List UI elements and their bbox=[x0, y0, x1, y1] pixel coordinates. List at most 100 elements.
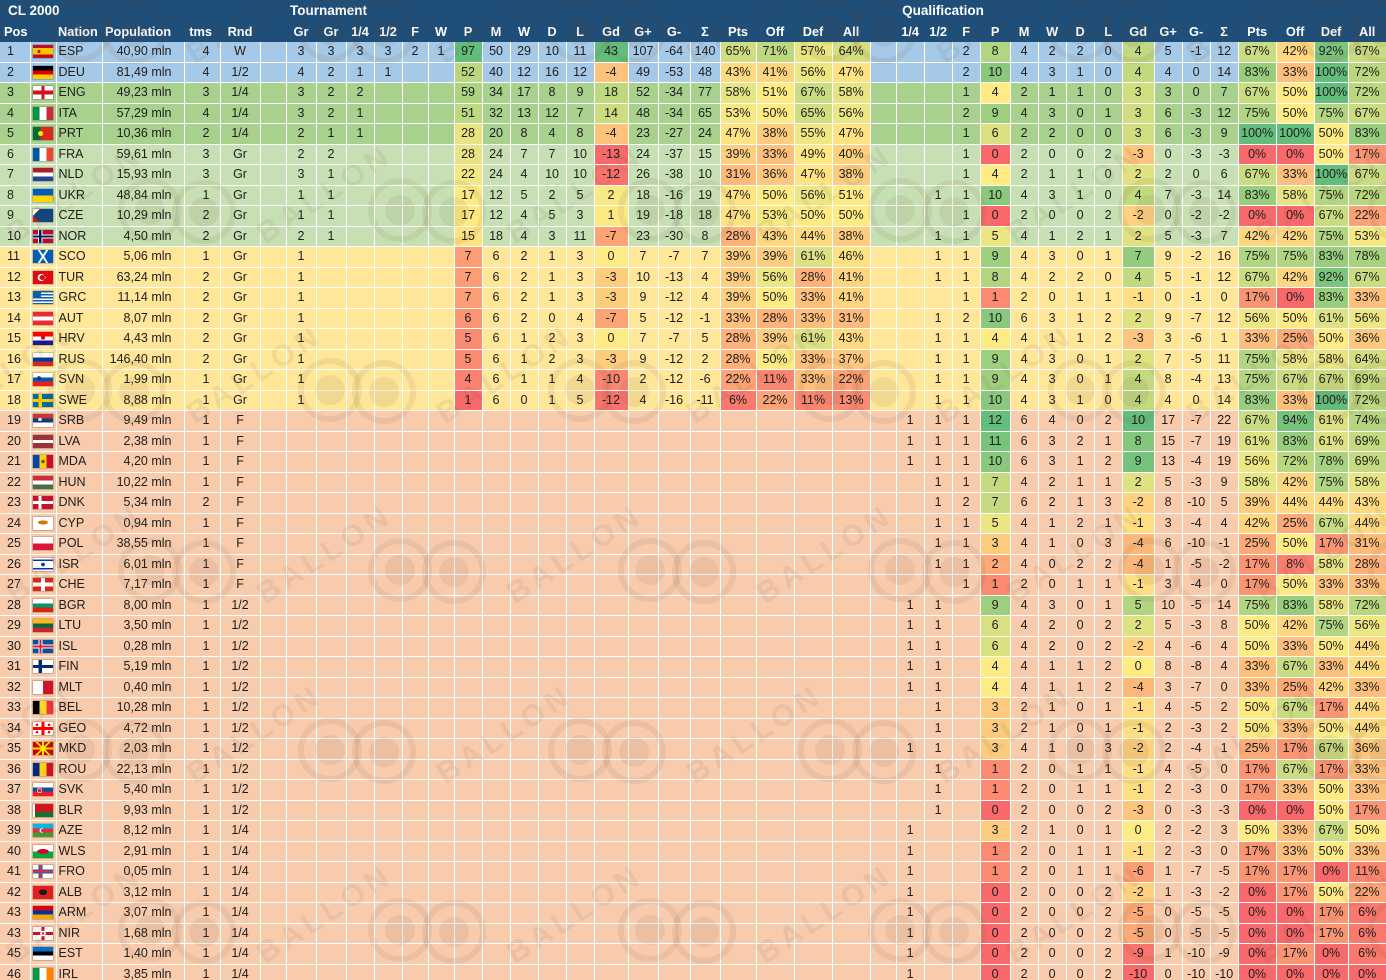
cell-q-off[interactable]: 17% bbox=[1276, 861, 1315, 883]
cell-q-sf[interactable] bbox=[924, 42, 953, 63]
cell-q-l[interactable]: 2 bbox=[1094, 964, 1123, 980]
cell-flag[interactable] bbox=[30, 42, 57, 63]
cell-q-final[interactable]: 1 bbox=[952, 164, 981, 186]
cell-t-d[interactable] bbox=[538, 779, 567, 801]
cell-t-pts[interactable] bbox=[720, 943, 757, 965]
spacer-cell[interactable] bbox=[260, 882, 287, 903]
cell-q-sigma[interactable]: 19 bbox=[1210, 451, 1239, 473]
cell-t-w[interactable] bbox=[510, 451, 539, 473]
cell-q-final[interactable] bbox=[952, 615, 981, 637]
cell-q-gplus[interactable]: 6 bbox=[1154, 533, 1183, 555]
cell-t-def[interactable]: 56% bbox=[794, 185, 833, 206]
cell-t-d[interactable] bbox=[538, 923, 567, 944]
cell-t-w[interactable]: 2 bbox=[510, 267, 539, 288]
spacer-cell[interactable] bbox=[260, 656, 287, 678]
cell-q-p[interactable]: 4 bbox=[980, 328, 1011, 350]
cell-tms[interactable]: 1 bbox=[184, 841, 221, 862]
cell-t-w[interactable] bbox=[510, 533, 539, 555]
cell-q-gd[interactable]: -1 bbox=[1122, 718, 1155, 739]
cell-q-p[interactable]: 5 bbox=[980, 226, 1011, 247]
cell-q-qf[interactable]: 1 bbox=[896, 841, 925, 862]
cell-t-sf[interactable] bbox=[374, 820, 403, 842]
cell-population[interactable]: 59,61 mln bbox=[102, 144, 185, 165]
cell-q-m[interactable]: 2 bbox=[1010, 164, 1039, 186]
cell-t-winner[interactable] bbox=[428, 185, 455, 206]
cell-t-w[interactable]: 13 bbox=[510, 103, 539, 124]
cell-q-pts[interactable]: 67% bbox=[1238, 42, 1277, 63]
cell-t-winner[interactable] bbox=[428, 902, 455, 924]
cell-t-def[interactable]: 57% bbox=[794, 42, 833, 63]
cell-q-gminus[interactable]: -7 bbox=[1182, 308, 1211, 329]
cell-t-pts[interactable] bbox=[720, 472, 757, 493]
spacer-cell[interactable] bbox=[870, 800, 897, 821]
cell-nation-code[interactable]: AZE bbox=[56, 820, 103, 842]
cell-t-w[interactable]: 12 bbox=[510, 62, 539, 83]
spacer-cell[interactable] bbox=[870, 103, 897, 124]
cell-q-def[interactable]: 92% bbox=[1314, 42, 1349, 63]
cell-q-gminus[interactable]: -6 bbox=[1182, 328, 1211, 350]
cell-t-gr2[interactable] bbox=[316, 533, 347, 555]
cell-tms[interactable]: 1 bbox=[184, 738, 221, 760]
cell-q-final[interactable] bbox=[952, 636, 981, 657]
cell-t-winner[interactable] bbox=[428, 779, 455, 801]
spacer-cell[interactable] bbox=[260, 718, 287, 739]
cell-q-off[interactable]: 8% bbox=[1276, 554, 1315, 575]
cell-t-w[interactable]: 7 bbox=[510, 144, 539, 165]
cell-t-m[interactable] bbox=[482, 431, 511, 452]
cell-q-final[interactable]: 1 bbox=[952, 123, 981, 145]
cell-t-w[interactable] bbox=[510, 656, 539, 678]
cell-t-gr1[interactable] bbox=[286, 554, 317, 575]
cell-q-l[interactable]: 1 bbox=[1094, 759, 1123, 780]
cell-t-winner[interactable] bbox=[428, 82, 455, 104]
spacer-cell[interactable] bbox=[260, 759, 287, 780]
cell-t-pts[interactable]: 43% bbox=[720, 62, 757, 83]
cell-t-gd[interactable] bbox=[594, 492, 629, 514]
cell-t-d[interactable] bbox=[538, 636, 567, 657]
cell-q-sigma[interactable]: 0 bbox=[1210, 677, 1239, 698]
cell-q-def[interactable]: 61% bbox=[1314, 410, 1349, 432]
spacer-cell[interactable] bbox=[260, 42, 287, 63]
cell-q-gminus[interactable]: -3 bbox=[1182, 779, 1211, 801]
cell-t-final[interactable] bbox=[402, 882, 429, 903]
cell-pos[interactable]: 17 bbox=[0, 369, 31, 391]
cell-t-m[interactable] bbox=[482, 923, 511, 944]
cell-q-m[interactable]: 4 bbox=[1010, 267, 1039, 288]
cell-q-all[interactable]: 69% bbox=[1348, 369, 1386, 391]
cell-nation-code[interactable]: FRA bbox=[56, 144, 103, 165]
spacer-cell[interactable] bbox=[260, 123, 287, 145]
cell-t-gminus[interactable] bbox=[658, 779, 691, 801]
cell-t-gplus[interactable] bbox=[628, 923, 659, 944]
cell-t-m[interactable]: 50 bbox=[482, 42, 511, 63]
cell-t-final[interactable] bbox=[402, 492, 429, 514]
cell-population[interactable]: 15,93 mln bbox=[102, 164, 185, 186]
cell-t-winner[interactable] bbox=[428, 759, 455, 780]
cell-q-gminus[interactable]: -1 bbox=[1182, 287, 1211, 309]
cell-tms[interactable]: 1 bbox=[184, 369, 221, 391]
cell-q-gd[interactable]: -4 bbox=[1122, 677, 1155, 698]
cell-t-sigma[interactable] bbox=[690, 902, 721, 924]
cell-t-gplus[interactable]: 24 bbox=[628, 144, 659, 165]
cell-tms[interactable]: 1 bbox=[184, 656, 221, 678]
cell-rnd[interactable]: 1/2 bbox=[220, 595, 261, 616]
cell-t-all[interactable]: 51% bbox=[832, 185, 871, 206]
cell-q-qf[interactable] bbox=[896, 779, 925, 801]
cell-q-final[interactable]: 1 bbox=[952, 205, 981, 227]
cell-t-d[interactable] bbox=[538, 451, 567, 473]
cell-q-off[interactable]: 58% bbox=[1276, 185, 1315, 206]
cell-t-def[interactable]: 49% bbox=[794, 144, 833, 165]
cell-t-gplus[interactable] bbox=[628, 779, 659, 801]
cell-t-gplus[interactable] bbox=[628, 492, 659, 514]
cell-pos[interactable]: 6 bbox=[0, 144, 31, 165]
cell-q-final[interactable]: 1 bbox=[952, 574, 981, 596]
cell-q-gplus[interactable]: 0 bbox=[1154, 800, 1183, 821]
cell-q-final[interactable]: 1 bbox=[952, 287, 981, 309]
cell-q-def[interactable]: 50% bbox=[1314, 123, 1349, 145]
cell-q-pts[interactable]: 75% bbox=[1238, 349, 1277, 370]
cell-q-d[interactable]: 0 bbox=[1066, 902, 1095, 924]
spacer-cell[interactable] bbox=[870, 164, 897, 186]
cell-q-gplus[interactable]: 4 bbox=[1154, 390, 1183, 411]
cell-t-p[interactable] bbox=[454, 574, 483, 596]
cell-q-m[interactable]: 2 bbox=[1010, 205, 1039, 227]
spacer-cell[interactable] bbox=[870, 718, 897, 739]
cell-t-off[interactable] bbox=[756, 595, 795, 616]
